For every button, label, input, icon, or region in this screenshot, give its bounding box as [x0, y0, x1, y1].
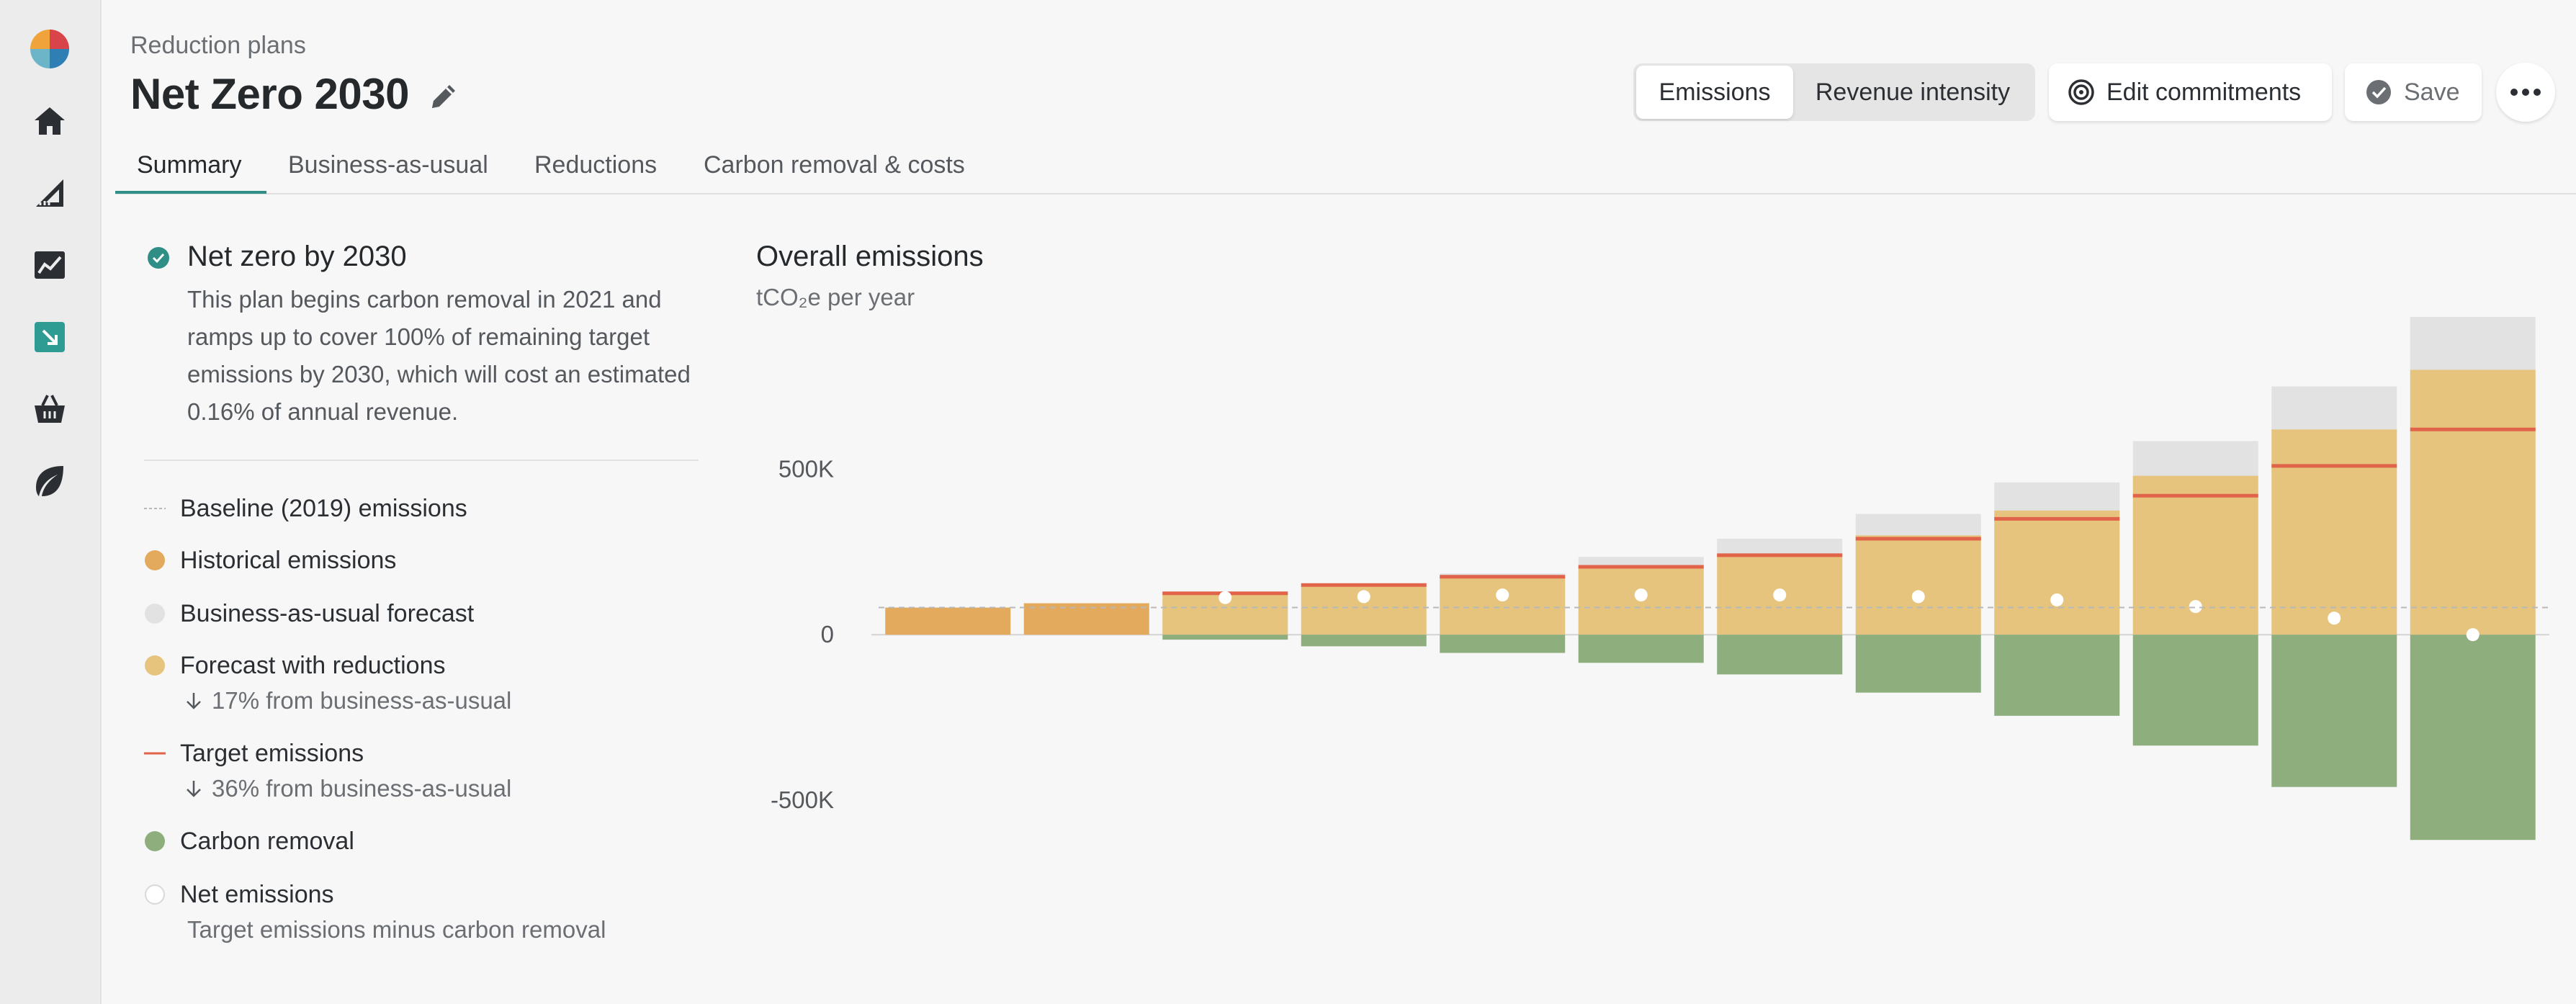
emissions-chart: 500K 0 -500K [771, 317, 2549, 841]
dashed-line-icon [144, 498, 166, 519]
target-icon [2068, 79, 2094, 105]
chart-y-unit: tCO₂e per year [756, 284, 915, 310]
dot-icon [145, 831, 165, 851]
tab-business-as-usual[interactable]: Business-as-usual [288, 151, 488, 179]
carbon-removal-bar [1440, 635, 1566, 653]
plan-tabs: Summary Business-as-usual Reductions Car… [115, 144, 2576, 194]
left-nav-rail [0, 0, 102, 1004]
legend-item-carbon-removal: Carbon removal [144, 825, 354, 857]
legend-item-target: Target emissions [144, 738, 364, 769]
legend-item-baseline: Baseline (2019) emissions [144, 493, 467, 524]
reduction-bar [2410, 369, 2536, 635]
toggle-revenue-intensity[interactable]: Revenue intensity [1815, 78, 2011, 106]
carbon-removal-bar [1855, 635, 1981, 693]
tab-reductions[interactable]: Reductions [534, 151, 658, 179]
carbon-removal-bar [2271, 635, 2397, 787]
home-icon[interactable] [28, 99, 71, 143]
reduction-bar [1855, 535, 1981, 635]
ring-icon [145, 884, 165, 905]
historical-bar [1023, 603, 1149, 635]
net-emissions-point [1773, 588, 1787, 602]
carbon-removal-bar [1717, 635, 1843, 675]
metric-toggle: Emissions Revenue intensity [1633, 63, 2035, 121]
app-logo-icon[interactable] [28, 27, 71, 71]
dot-icon [145, 604, 165, 624]
historical-bar [885, 607, 1011, 635]
net-emissions-point [2050, 593, 2064, 606]
divider [144, 460, 699, 461]
toggle-emissions[interactable]: Emissions [1636, 66, 1793, 119]
arrow-down-icon [187, 781, 201, 797]
net-emissions-point [1911, 590, 1925, 604]
dot-icon [145, 655, 165, 676]
net-emissions-point [1496, 588, 1509, 602]
legend-sub-target: 36% from business-as-usual [183, 775, 511, 802]
y-tick-label: 500K [778, 455, 834, 482]
net-emissions-point [1219, 591, 1232, 604]
edit-pencil-icon[interactable] [426, 79, 461, 114]
tab-carbon-removal-costs[interactable]: Carbon removal & costs [704, 151, 965, 179]
reduction-bar [2271, 429, 2397, 635]
net-emissions-point [2328, 611, 2341, 625]
carbon-removal-bar [1994, 635, 2120, 716]
leaf-icon[interactable] [28, 460, 71, 503]
y-tick-label: 0 [821, 621, 834, 647]
reduction-plans-icon[interactable] [28, 315, 71, 359]
check-circle-icon [2366, 80, 2391, 104]
carbon-removal-bar [1162, 635, 1288, 640]
summary-title: Net zero by 2030 [187, 241, 407, 272]
reduction-bar [1440, 576, 1566, 635]
edit-commitments-label: Edit commitments [2106, 78, 2302, 106]
legend-sub-net: Target emissions minus carbon removal [187, 916, 606, 943]
net-emissions-point [1357, 590, 1370, 604]
y-tick-label: -500K [771, 786, 834, 813]
more-dots-icon [2510, 89, 2541, 96]
more-options-button[interactable] [2496, 63, 2555, 122]
carbon-removal-bar [1578, 635, 1704, 663]
page-title: Net Zero 2030 [130, 70, 410, 118]
carbon-removal-bar [1301, 635, 1427, 647]
tab-summary[interactable]: Summary [137, 151, 242, 179]
measure-ruler-icon[interactable] [28, 171, 71, 215]
net-emissions-point [1634, 588, 1648, 602]
analytics-chart-icon[interactable] [28, 243, 71, 287]
net-emissions-point [2466, 628, 2479, 642]
active-tab-indicator [115, 191, 266, 194]
save-label: Save [2404, 78, 2460, 106]
arrow-down-icon [187, 693, 201, 709]
line-icon [144, 743, 166, 764]
check-circle-icon [148, 247, 169, 269]
legend-item-reductions: Forecast with reductions [144, 650, 446, 681]
marketplace-basket-icon[interactable] [28, 387, 71, 431]
legend-sub-reductions: 17% from business-as-usual [183, 687, 511, 714]
edit-commitments-button[interactable]: Edit commitments [2049, 63, 2332, 121]
legend-item-bau: Business-as-usual forecast [144, 598, 474, 629]
legend-item-historical: Historical emissions [144, 544, 396, 576]
dot-icon [145, 550, 165, 570]
legend-item-net-emissions: Net emissions [144, 879, 334, 910]
reduction-bar [1994, 510, 2120, 635]
net-emissions-point [2189, 600, 2202, 614]
carbon-removal-bar [2132, 635, 2258, 746]
carbon-removal-bar [2410, 635, 2536, 841]
breadcrumb[interactable]: Reduction plans [130, 32, 306, 59]
summary-description: This plan begins carbon removal in 2021 … [187, 286, 691, 425]
save-button[interactable]: Save [2345, 63, 2482, 121]
chart-title: Overall emissions [756, 241, 984, 272]
